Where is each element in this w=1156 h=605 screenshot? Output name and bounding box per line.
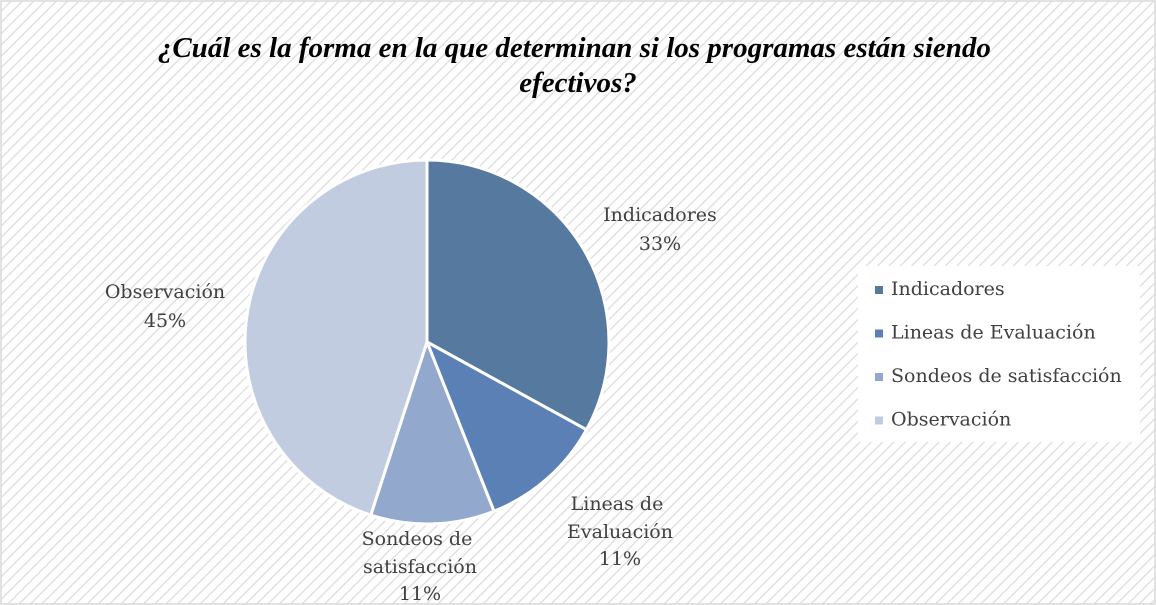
legend-swatch [875,373,883,381]
legend-swatch [875,329,883,338]
pie-slice [368,337,496,526]
data-label-name: Indicadores [603,204,717,226]
data-label-value: 33% [639,233,681,255]
legend-label: Lineas de Evaluación [891,322,1096,344]
legend-swatch [875,416,883,425]
pie-slice [425,158,611,432]
legend-label: Sondeos de satisfacción [891,365,1122,387]
data-label-name: Lineas de Evaluación [567,493,673,543]
chart-title: ¿Cuál es la forma en la que determinan s… [158,32,998,99]
pie-slice [243,158,429,517]
legend-background [858,266,1140,442]
legend-label: Observación [891,409,1011,431]
legend-label: Indicadores [891,278,1005,300]
data-label-name: Sondeos de satisfacción [362,528,479,578]
data-label-value: 11% [399,583,441,605]
data-label-value: 11% [599,548,641,570]
data-label-name: Observación [105,281,225,303]
data-label-value: 45% [144,310,186,332]
pie-slice [424,338,589,514]
legend-swatch [875,286,883,294]
